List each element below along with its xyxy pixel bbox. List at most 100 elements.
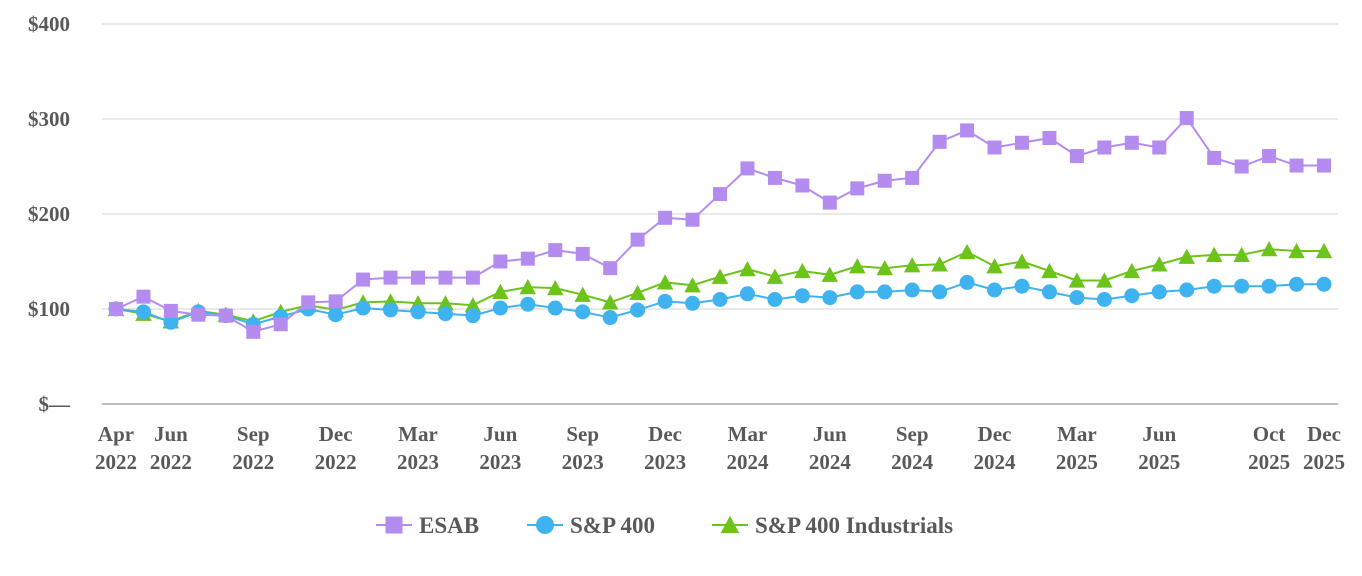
data-point [877, 173, 892, 188]
legend-triangle-icon [720, 515, 740, 534]
data-point [987, 282, 1003, 298]
y-axis-tick-labels: $— $100 $200 $300 $400 [28, 12, 71, 416]
y-tick-label: $— [39, 392, 72, 416]
data-point [1096, 272, 1113, 288]
data-point [794, 288, 810, 304]
data-point [684, 277, 701, 293]
legend: ESAB S&P 400 S&P 400 Industrials [376, 513, 953, 538]
data-point [492, 283, 509, 300]
data-point [931, 256, 948, 272]
data-point [1316, 276, 1332, 292]
data-point [601, 294, 619, 310]
data-point [904, 282, 920, 298]
data-point [1124, 135, 1139, 150]
data-point [1179, 282, 1195, 298]
data-point [163, 303, 178, 318]
data-point [1261, 278, 1277, 294]
y-tick-label: $100 [28, 297, 70, 321]
x-tick-label: Jun 2024 [809, 422, 852, 474]
legend-label: S&P 400 Industrials [755, 513, 953, 538]
data-point [849, 258, 866, 274]
data-point [218, 308, 233, 323]
data-point [493, 254, 508, 269]
data-point [602, 310, 618, 326]
data-point [328, 307, 344, 323]
data-point [1152, 140, 1167, 155]
x-tick-label: Dec 2022 [315, 422, 357, 474]
data-point [438, 270, 453, 285]
data-point [464, 297, 482, 313]
data-point [739, 286, 755, 302]
legend-item-sandp-400-industrials: S&P 400 Industrials [712, 513, 953, 538]
data-point [711, 268, 729, 284]
legend-label: ESAB [419, 513, 479, 538]
data-point [465, 308, 481, 324]
data-point [1260, 241, 1278, 257]
data-point [658, 210, 673, 225]
x-tick-label: Jun 2025 [1138, 422, 1180, 474]
data-point [246, 324, 261, 339]
data-point [437, 295, 454, 311]
legend-label: S&P 400 [570, 513, 655, 538]
data-point [630, 232, 645, 247]
data-point [850, 181, 865, 196]
data-point [574, 286, 591, 302]
data-point [905, 170, 920, 185]
y-tick-label: $300 [28, 107, 70, 131]
data-point [822, 290, 838, 306]
data-point [437, 306, 453, 322]
data-point [328, 294, 343, 309]
data-point [135, 304, 151, 320]
data-point [1234, 159, 1249, 174]
data-point [383, 302, 399, 318]
x-tick-label: Apr 2022 [95, 422, 137, 474]
data-point [547, 300, 563, 316]
x-tick-label: Dec 2024 [974, 422, 1017, 474]
data-point [740, 161, 755, 176]
data-point [547, 279, 564, 296]
data-point [821, 266, 839, 282]
x-tick-label: Dec 2023 [644, 422, 686, 474]
data-point [1151, 256, 1168, 272]
series-esab [109, 111, 1331, 339]
data-point [1234, 278, 1250, 294]
data-point [795, 178, 810, 193]
data-point [1096, 292, 1112, 307]
gridlines [102, 23, 1338, 405]
x-tick-label: Oct 2025 [1248, 422, 1290, 474]
legend-circle-icon [536, 516, 554, 534]
data-point [685, 295, 701, 311]
data-point [822, 195, 837, 210]
data-point [136, 289, 151, 304]
x-tick-label: Sep 2022 [232, 422, 274, 474]
data-point [1179, 111, 1194, 126]
data-point [355, 300, 371, 316]
data-point [301, 295, 316, 310]
legend-item-sandp-400: S&P 400 [527, 513, 655, 538]
data-point [629, 284, 646, 300]
data-point [932, 284, 948, 300]
x-tick-label: Sep 2023 [562, 422, 604, 474]
data-point [1315, 242, 1333, 259]
data-point [1069, 149, 1084, 164]
data-point [739, 260, 756, 277]
data-point [986, 258, 1003, 274]
data-point [1289, 276, 1305, 292]
x-tick-label: Mar 2023 [397, 422, 439, 474]
data-point [1013, 253, 1031, 269]
data-point [1069, 290, 1085, 306]
legend-square-icon [385, 516, 403, 534]
data-point [383, 270, 398, 285]
data-point [1288, 242, 1305, 259]
data-point [713, 187, 727, 202]
legend-item-esab: ESAB [376, 513, 479, 538]
data-point [685, 212, 700, 227]
data-point [575, 246, 590, 261]
data-point [656, 274, 674, 290]
data-point [410, 304, 426, 320]
data-point [519, 279, 537, 295]
x-tick-label: Sep 2024 [891, 422, 934, 474]
data-point [932, 134, 947, 149]
data-point [849, 284, 865, 300]
data-point [273, 317, 288, 332]
